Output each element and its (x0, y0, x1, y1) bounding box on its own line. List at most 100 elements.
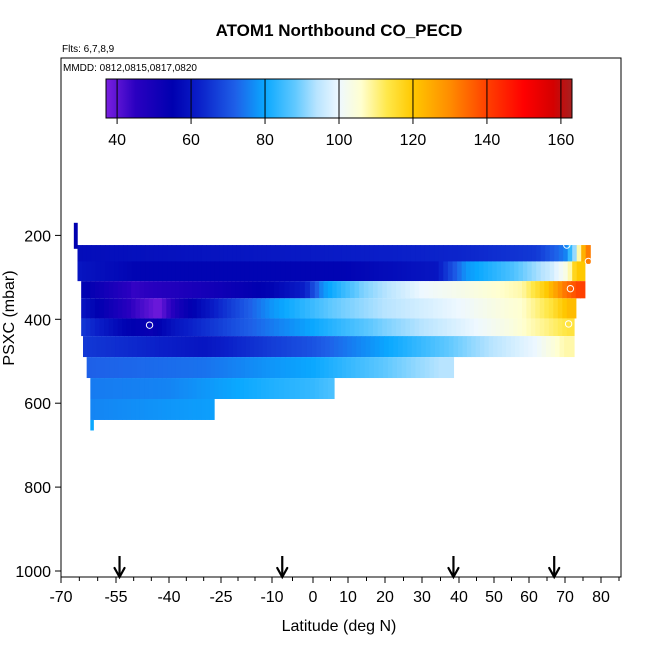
heatmap-cell (548, 298, 554, 319)
heatmap-cell (122, 378, 128, 400)
heatmap-cell (508, 281, 514, 299)
heatmap-cell (100, 261, 106, 282)
heatmap-cell (222, 281, 228, 299)
heatmap-cell (424, 245, 430, 264)
heatmap-cell (491, 298, 497, 319)
heatmap-cell (185, 336, 191, 358)
heatmap-cell (555, 336, 561, 358)
heatmap-cell (175, 399, 180, 420)
heatmap-cell (175, 357, 181, 379)
heatmap-cell (201, 378, 206, 400)
heatmap-cell (306, 336, 313, 358)
heatmap-cell (378, 261, 384, 282)
heatmap-cell (294, 378, 301, 400)
heatmap-cell (377, 318, 383, 337)
heatmap-cell (460, 318, 466, 337)
heatmap-cell (196, 378, 202, 400)
heatmap-cell (123, 261, 129, 282)
chart-title: ATOM1 Northbound CO_PECD (216, 21, 463, 40)
heatmap-cell (188, 298, 193, 319)
heatmap-cell (218, 318, 224, 337)
heatmap-cell (387, 245, 393, 264)
heatmap-cell (210, 357, 216, 379)
heatmap-cell (139, 318, 145, 337)
heatmap-cell (183, 281, 189, 299)
heatmap-cell (201, 318, 206, 337)
heatmap-cell (105, 261, 111, 282)
heatmap-cell (205, 399, 211, 420)
heatmap-cell (183, 298, 189, 319)
heatmap-cell (99, 399, 105, 420)
arrow-marker (113, 556, 126, 580)
heatmap-cell (530, 281, 536, 299)
heatmap-cell (518, 261, 524, 282)
heatmap-cell (184, 245, 190, 264)
heatmap-cell (285, 261, 292, 282)
heatmap-cell (214, 378, 219, 400)
heatmap-cell (135, 378, 141, 400)
heatmap-cell (365, 336, 371, 358)
heatmap-cell (421, 336, 427, 358)
heatmap-cell (451, 318, 457, 337)
heatmap-cell (438, 261, 444, 282)
heatmap-cell (214, 281, 219, 299)
heatmap-cell (420, 245, 426, 264)
heatmap-cell (77, 261, 83, 282)
heatmap-cell (261, 357, 267, 379)
heatmap-cell (396, 318, 402, 337)
heatmap-cell (260, 298, 266, 319)
heatmap-cell (266, 357, 271, 379)
heatmap-cell (181, 336, 187, 358)
heatmap-cell (300, 245, 307, 264)
heatmap-cell (310, 261, 317, 282)
heatmap-cell (319, 298, 325, 319)
heatmap-cell (315, 357, 321, 379)
heatmap-cell (563, 245, 569, 264)
y-tick-label: 600 (24, 396, 51, 413)
heatmap-cell (338, 336, 344, 358)
heatmap-cell (117, 281, 123, 299)
heatmap-cell (214, 261, 220, 282)
heatmap-cell (232, 357, 237, 379)
heatmap-cell (355, 261, 361, 282)
heatmap-cell (196, 298, 202, 319)
heatmap-cell (304, 378, 311, 400)
heatmap-cell (256, 281, 262, 299)
heatmap-cell (451, 281, 457, 299)
heatmap-cell (355, 357, 361, 379)
heatmap-cell (94, 281, 101, 299)
heatmap-cell (443, 261, 449, 282)
heatmap-cell (122, 298, 128, 319)
heatmap-cell (478, 281, 484, 299)
heatmap-cell (504, 281, 510, 299)
heatmap-cell (420, 261, 426, 282)
heatmap-cell (314, 318, 320, 337)
heatmap-cell (224, 336, 230, 358)
heatmap-cell (193, 357, 199, 379)
heatmap-cell (265, 298, 271, 319)
heatmap-cell (136, 261, 142, 282)
heatmap-cell (393, 336, 399, 358)
heatmap-cell (149, 245, 155, 264)
heatmap-cell (90, 399, 96, 420)
heatmap-cell (108, 378, 114, 400)
x-tick-label: -70 (49, 589, 72, 606)
heatmap-cell (145, 357, 151, 379)
heatmap-cell (285, 357, 292, 379)
heatmap-cell (356, 336, 362, 358)
heatmap-cell (363, 281, 369, 299)
heatmap-cell (414, 318, 420, 337)
heatmap-cell (218, 298, 224, 319)
heatmap-cell (414, 281, 420, 299)
heatmap-cell (284, 378, 291, 400)
heatmap-cell (517, 298, 523, 319)
heatmap-cell (206, 261, 212, 282)
heatmap-cell (539, 298, 545, 319)
heatmap-cell (488, 336, 494, 358)
sample-circle-marker (563, 241, 571, 249)
heatmap-cell (446, 281, 453, 299)
heatmap-cell (265, 378, 271, 400)
heatmap-cell (94, 318, 101, 337)
heatmap-cell (240, 245, 246, 264)
heatmap-cell (522, 281, 527, 299)
